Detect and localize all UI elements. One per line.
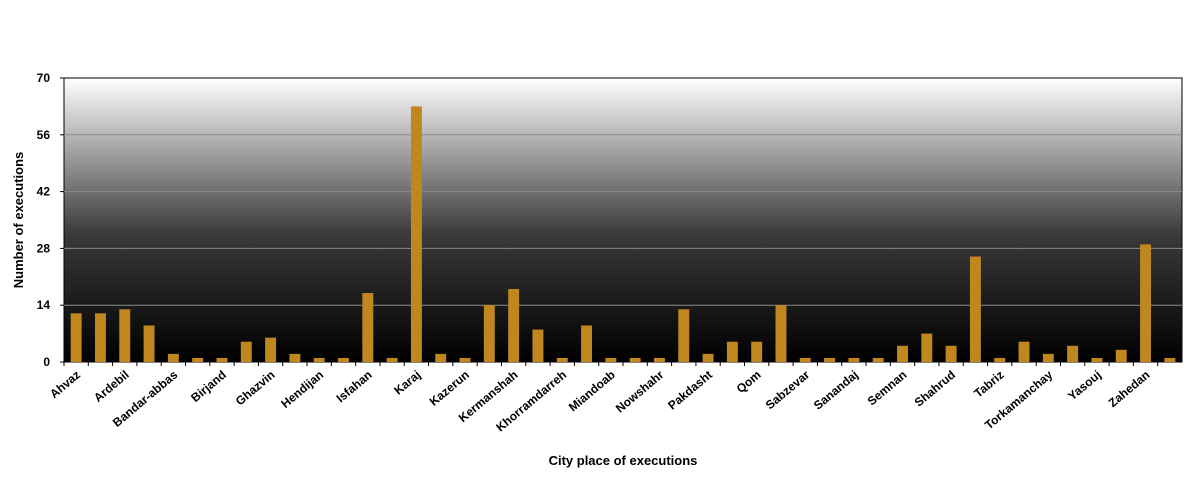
x-tick-label: Ghazvin [233,368,278,409]
x-tick-label: Pakdasht [665,368,715,413]
y-axis-ticks: 0 14 28 42 56 70 [37,71,64,369]
bar [653,357,665,362]
bar [216,357,228,362]
bar [848,357,860,362]
y-tick-label: 28 [37,241,51,255]
bar [265,337,277,362]
x-tick-label: Nowshahr [613,367,667,415]
bar [726,341,738,362]
x-tick-label: Hendijan [278,368,326,411]
y-axis-title: Number of executions [11,152,26,289]
x-tick-label: Sanandaj [811,368,861,413]
bar [386,357,398,362]
x-tick-label: Qom [734,368,764,396]
x-tick-label: Zahedan [1106,368,1153,410]
y-tick-label: 0 [43,355,50,369]
x-tick-label: Tabriz [971,368,1006,401]
bar [119,309,131,362]
x-tick-label: Karaj [391,368,423,398]
bar [824,357,836,362]
bar [897,345,908,362]
bar [532,329,544,362]
bar [240,341,252,362]
bar [143,325,155,362]
gridlines [64,134,1182,306]
bar [1042,353,1054,362]
bar [945,345,957,362]
x-tick-label: Semnan [865,368,910,409]
bar [1140,244,1152,362]
x-tick-label: Ardebil [91,368,132,405]
bar [1067,345,1079,362]
x-tick-label: Sabzevar [763,367,813,412]
bar [581,325,593,362]
bar [313,357,325,362]
x-tick-label: Ahvaz [47,368,83,401]
bar [1091,357,1103,362]
bar [751,341,763,362]
bar [629,357,641,362]
bar [1018,341,1030,362]
bar [289,353,301,362]
bar [921,333,933,362]
plot-area [63,77,1183,363]
bar [362,293,374,362]
x-tick-label: Shahrud [912,368,958,410]
bar [969,256,981,362]
bar [556,357,568,362]
y-tick-label: 56 [37,128,51,142]
bar [192,357,204,362]
bar [70,313,82,362]
bar [435,353,447,362]
bar [1164,357,1176,362]
bar [799,357,811,362]
bar [605,357,617,362]
x-axis-title: City place of executions [549,453,698,468]
bar [483,305,495,362]
bar [775,305,787,362]
bar [410,106,422,363]
y-tick-label: 14 [37,298,51,312]
bars [70,106,1176,363]
bar [702,353,714,362]
x-tick-label: Kazerun [427,368,472,409]
y-tick-label: 42 [37,185,51,199]
bar [459,357,471,362]
x-tick-label: Isfahan [334,368,375,406]
bar [872,357,884,362]
bar [1115,349,1127,362]
x-tick-label: Birjand [188,368,229,405]
y-tick-label: 70 [37,71,51,85]
bar [994,357,1006,362]
bar [678,309,690,362]
bar [167,353,179,362]
x-tick-label: Miandoab [566,368,618,415]
bar [508,288,520,362]
x-tick-label: Yasouj [1065,368,1104,404]
bar [338,357,349,362]
bar [94,313,106,362]
